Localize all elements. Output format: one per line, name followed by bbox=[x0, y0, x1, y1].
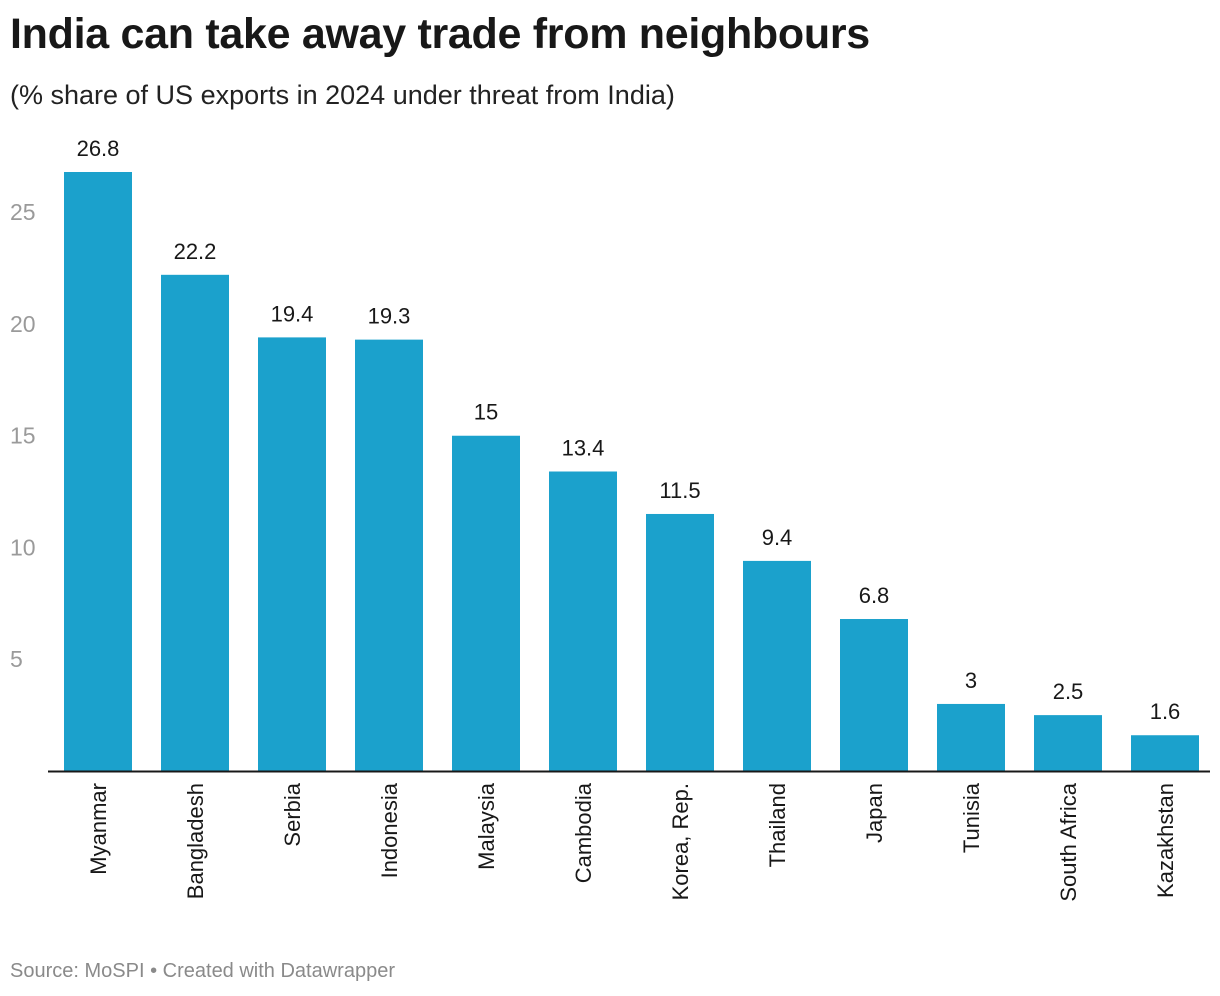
bar bbox=[1034, 715, 1102, 771]
value-label: 15 bbox=[474, 400, 498, 425]
source-note: Source: MoSPI bbox=[10, 960, 145, 982]
chart-footer: Source: MoSPI • Created with Datawrapper bbox=[10, 960, 395, 983]
value-label: 19.3 bbox=[368, 304, 411, 329]
category-label: Myanmar bbox=[86, 783, 111, 875]
value-label: 11.5 bbox=[659, 478, 700, 503]
y-tick-label: 10 bbox=[10, 534, 36, 560]
y-axis-ticks: 5 10 15 20 25 bbox=[10, 199, 36, 672]
chart-title: India can take away trade from neighbour… bbox=[10, 10, 870, 58]
value-label: 9.4 bbox=[762, 525, 793, 550]
category-label: Thailand bbox=[765, 783, 790, 867]
category-label: Serbia bbox=[280, 782, 305, 846]
category-label: Indonesia bbox=[377, 782, 402, 878]
footer-separator: • bbox=[150, 960, 158, 982]
value-label: 3 bbox=[965, 668, 977, 693]
bar-chart: 5 10 15 20 25 26.8 22.2 19.4 19.3 15 13.4 11.5 9.4 6… bbox=[10, 136, 1210, 902]
category-label: Japan bbox=[862, 783, 887, 843]
bar bbox=[646, 513, 714, 771]
value-label: 22.2 bbox=[174, 239, 217, 264]
category-label: Tunisia bbox=[959, 782, 984, 853]
bar bbox=[452, 435, 520, 771]
bar bbox=[743, 560, 811, 771]
category-label: Korea, Rep. bbox=[668, 783, 693, 900]
value-label: 6.8 bbox=[859, 583, 890, 608]
category-label: Malaysia bbox=[474, 782, 499, 870]
category-label: Bangladesh bbox=[183, 783, 208, 899]
bar bbox=[64, 172, 132, 771]
bars bbox=[64, 172, 1199, 771]
bar bbox=[937, 703, 1005, 771]
category-label: Cambodia bbox=[571, 782, 596, 883]
bar bbox=[840, 619, 908, 771]
credit-note: Created with Datawrapper bbox=[162, 960, 395, 982]
bar bbox=[258, 337, 326, 771]
category-labels: Myanmar Bangladesh Serbia Indonesia Malaysia… bbox=[86, 782, 1178, 901]
bar bbox=[355, 339, 423, 771]
chart-subtitle: (% share of US exports in 2024 under thr… bbox=[10, 80, 675, 110]
y-tick-label: 20 bbox=[10, 311, 36, 337]
value-label: 26.8 bbox=[77, 136, 120, 161]
value-label: 13.4 bbox=[562, 436, 605, 461]
bar bbox=[161, 274, 229, 771]
value-label: 1.6 bbox=[1150, 699, 1181, 724]
category-label: Kazakhstan bbox=[1153, 783, 1178, 898]
bar bbox=[1131, 735, 1199, 771]
value-label: 2.5 bbox=[1053, 679, 1084, 704]
y-tick-label: 25 bbox=[10, 199, 36, 225]
y-tick-label: 5 bbox=[10, 646, 23, 672]
value-label: 19.4 bbox=[271, 301, 314, 326]
category-label: South Africa bbox=[1056, 782, 1081, 901]
value-labels: 26.8 22.2 19.4 19.3 15 13.4 11.5 9.4 6.8 3 2.5 1.6 bbox=[77, 136, 1181, 724]
bar bbox=[549, 471, 617, 771]
y-tick-label: 15 bbox=[10, 423, 36, 449]
